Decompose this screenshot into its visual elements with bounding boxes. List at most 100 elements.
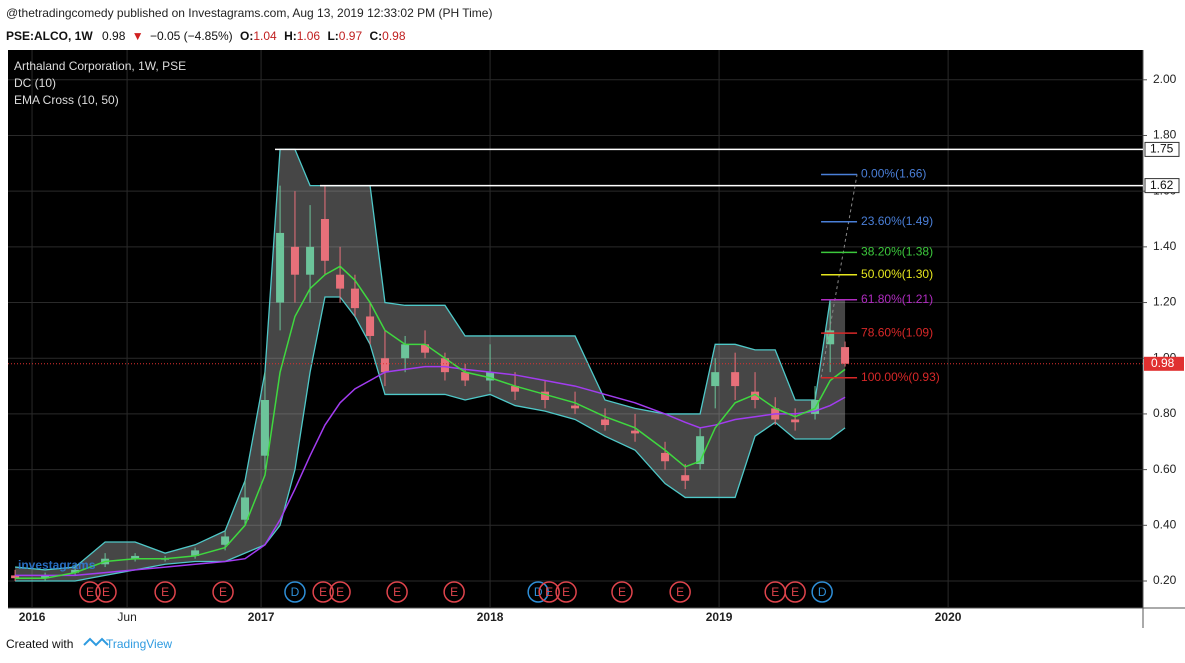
y-tick-label: 2.00 (1153, 72, 1177, 86)
candle-body (681, 475, 690, 481)
candle-body (826, 330, 835, 345)
ohlc-label: H: (284, 29, 297, 43)
event-marker (527, 581, 549, 603)
change: −0.05 (−4.85%) (150, 29, 233, 43)
event-label: E (676, 585, 684, 599)
event-label: E (161, 585, 169, 599)
candle-body (131, 555, 140, 559)
candle-body (511, 386, 520, 392)
y-tick-label: 1.20 (1153, 295, 1177, 309)
y-tick-label: 0.80 (1153, 406, 1177, 420)
event-marker (538, 581, 560, 603)
ohlc-value: 1.06 (297, 29, 321, 43)
candle-body (276, 232, 285, 303)
legend-item: EMA Cross (10, 50) (14, 93, 119, 107)
candle-body (366, 316, 375, 336)
event-marker (386, 581, 408, 603)
candle-body (191, 550, 200, 556)
legend-item: DC (10) (14, 76, 56, 90)
candle-body (711, 372, 720, 387)
fib-trend (820, 174, 858, 378)
event-label: E (545, 585, 553, 599)
candle-body (41, 575, 50, 579)
ohlc-value: 0.98 (382, 29, 406, 43)
symbol: PSE:ALCO, 1W (6, 29, 93, 43)
candle-body (11, 575, 20, 579)
event-label: D (818, 585, 827, 599)
candle-body (571, 405, 580, 409)
event-label: E (450, 585, 458, 599)
event-label: E (319, 585, 327, 599)
event-marker (669, 581, 691, 603)
event-marker (79, 581, 101, 603)
event-marker (329, 581, 351, 603)
candle-body (260, 400, 269, 456)
candle-body (306, 246, 315, 275)
last-price-label: 0.98 (1151, 356, 1175, 370)
event-label: E (86, 585, 94, 599)
event-marker (212, 581, 234, 603)
y-tick-label: 0.40 (1153, 517, 1177, 531)
candle-body (421, 344, 430, 353)
candle-body (241, 497, 250, 520)
y-tick-label: 1.80 (1153, 128, 1177, 142)
fib-label: 0.00%(1.66) (861, 167, 926, 181)
candle-body (661, 452, 670, 462)
event-label: E (791, 585, 799, 599)
level-label: 1.75 (1150, 142, 1174, 156)
candle-body (440, 358, 449, 373)
fib-label: 38.20%(1.38) (861, 245, 933, 259)
candle-body (71, 569, 80, 573)
fib-label: 61.80%(1.21) (861, 292, 933, 306)
ohlc-label: L: (327, 29, 338, 43)
level-label: 1.62 (1150, 178, 1174, 192)
event-label: E (219, 585, 227, 599)
event-marker (555, 581, 577, 603)
candle-body (601, 419, 610, 426)
dc-line (15, 296, 846, 582)
x-tick-label: 2016 (19, 610, 46, 624)
candle-body (486, 372, 495, 381)
level-label-box (1144, 141, 1180, 157)
x-tick-label: 2019 (706, 610, 733, 624)
candle-body (380, 358, 389, 373)
price: 0.98 (102, 29, 126, 43)
candle-body (751, 391, 760, 401)
publisher: @thetradingcomedy published on Investagr… (6, 6, 492, 20)
candle-body (461, 372, 470, 381)
event-marker (443, 581, 465, 603)
event-label: E (393, 585, 401, 599)
event-label: E (102, 585, 110, 599)
dc-fill (15, 149, 846, 581)
event-marker (284, 581, 306, 603)
candle-body (696, 436, 705, 465)
ohlc-label: C: (369, 29, 382, 43)
event-label: E (562, 585, 570, 599)
dc-line (15, 148, 846, 571)
candle-body (401, 344, 410, 359)
event-label: E (771, 585, 779, 599)
plot: 0.00%(1.66) 23.60%(1.49) 38.20%(1.38) 50.00… (8, 50, 1143, 608)
fib-label: 100.00%(0.93) (861, 370, 940, 384)
candle-body (731, 372, 740, 387)
candle-body (631, 430, 640, 434)
event-label: E (336, 585, 344, 599)
event-label: D (534, 585, 543, 599)
x-tick-label: 2017 (248, 610, 275, 624)
x-tick-label: 2018 (477, 610, 504, 624)
x-tick-label: Jun (117, 610, 136, 624)
event-label: D (291, 585, 300, 599)
legend-title: Arthaland Corporation, 1W, PSE (14, 59, 186, 73)
fib-label: 23.60%(1.49) (861, 214, 933, 228)
ohlc-value: 0.97 (339, 29, 363, 43)
candle-body (290, 246, 299, 275)
event-marker (95, 581, 117, 603)
x-tick-label: 2020 (935, 610, 962, 624)
footer-brand[interactable]: TradingView (106, 637, 172, 651)
fib-label: 78.60%(1.09) (861, 325, 933, 339)
event-marker (784, 581, 806, 603)
event-label: E (618, 585, 626, 599)
candle-body (336, 274, 345, 289)
quote-line: PSE:ALCO, 1W 0.98 ▼ −0.05 (−4.85%) O:1.0… (6, 29, 406, 43)
